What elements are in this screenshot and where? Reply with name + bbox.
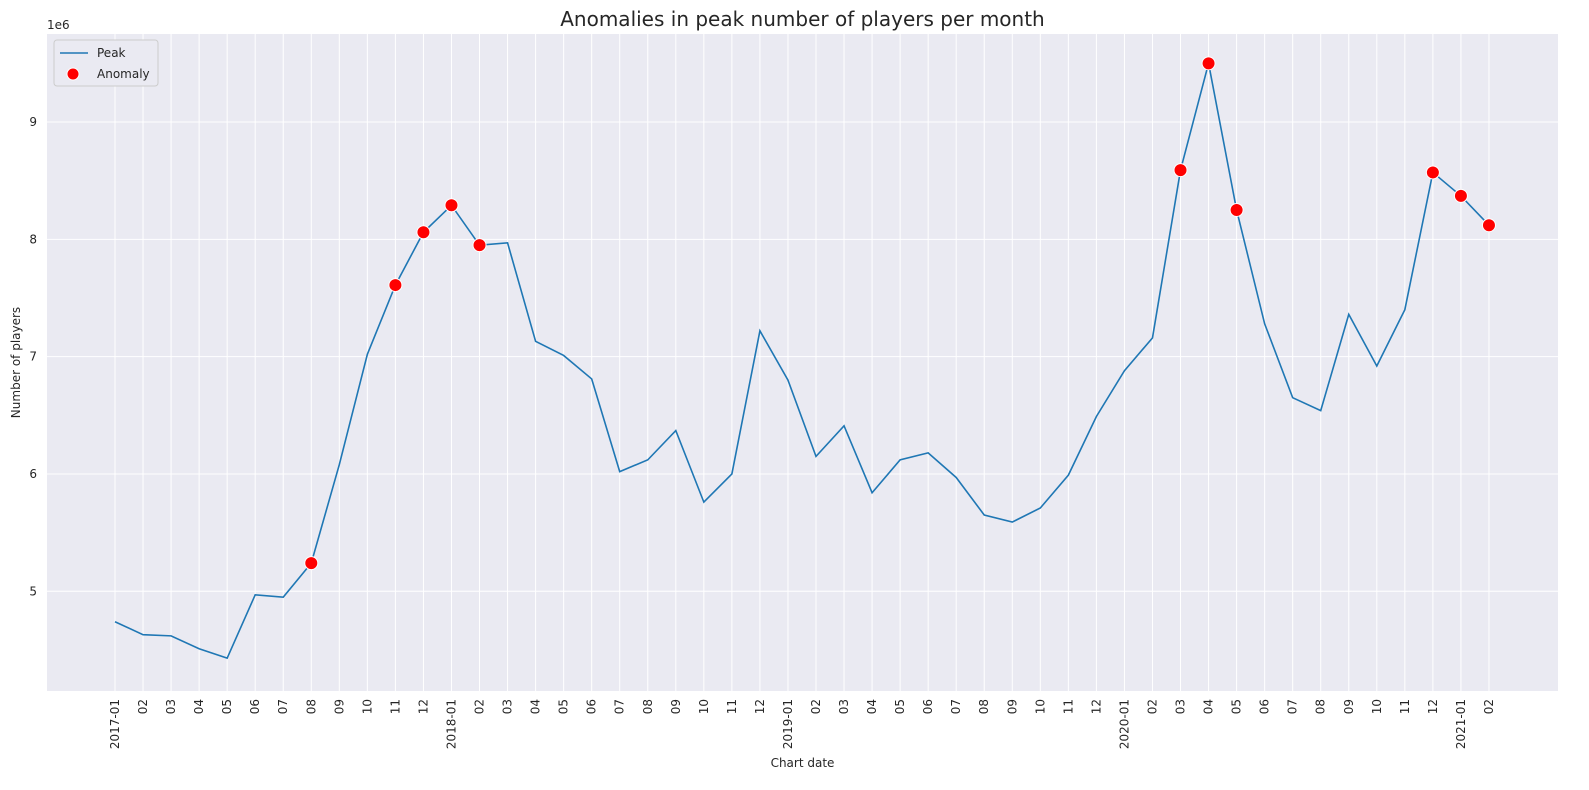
peak-series-line	[114, 63, 1490, 660]
x-tick-label: 05	[893, 699, 907, 714]
x-tick-label: 07	[276, 699, 290, 714]
x-tick-label: 09	[1342, 699, 1356, 714]
x-tick-label: 12	[753, 699, 767, 714]
x-tick-label: 2020-01	[1117, 699, 1131, 749]
x-tick-label: 09	[332, 699, 346, 714]
x-tick-label: 06	[248, 699, 262, 714]
x-tick-label: 10	[1033, 699, 1047, 714]
x-tick-label: 08	[977, 699, 991, 714]
anomaly-layer	[304, 56, 1496, 571]
x-axis-label: Chart date	[771, 756, 835, 770]
x-tick-label: 08	[304, 699, 318, 714]
x-tick-label: 06	[585, 699, 599, 714]
anomaly-point	[1453, 188, 1468, 203]
anomaly-point	[416, 225, 431, 240]
x-tick-label: 04	[529, 699, 543, 714]
anomaly-point	[304, 556, 319, 571]
anomaly-point	[388, 278, 403, 293]
x-tick-label: 12	[416, 699, 430, 714]
x-tick-label: 07	[613, 699, 627, 714]
x-tick-label: 2019-01	[781, 699, 795, 749]
x-tick-label: 03	[164, 699, 178, 714]
anomaly-point	[1229, 202, 1244, 217]
x-tick-label: 02	[809, 699, 823, 714]
x-tick-label: 08	[641, 699, 655, 714]
x-tick-label: 06	[1258, 699, 1272, 714]
x-tick-label: 10	[697, 699, 711, 714]
x-tick-label: 03	[837, 699, 851, 714]
x-tick-label: 11	[388, 699, 402, 714]
x-tick-label: 11	[1061, 699, 1075, 714]
x-tick-label: 03	[1174, 699, 1188, 714]
series-layer	[114, 63, 1490, 660]
x-tick-label: 10	[360, 699, 374, 714]
y-axis-label: Number of players	[9, 307, 23, 418]
x-tick-label: 02	[1482, 699, 1496, 714]
legend-anomaly-swatch	[66, 67, 80, 81]
y-tick-label: 8	[29, 232, 37, 246]
x-tick-label: 02	[1145, 699, 1159, 714]
y-tick-label: 7	[29, 350, 37, 364]
x-tick-label: 04	[865, 699, 879, 714]
y-tick-label: 6	[29, 467, 37, 481]
anomaly-point	[1201, 56, 1216, 71]
legend-anomaly-label: Anomaly	[97, 67, 150, 81]
grid-lines	[47, 34, 1558, 691]
x-tick-label: 2021-01	[1454, 699, 1468, 749]
y-tick-label: 9	[29, 115, 37, 129]
x-tick-label: 05	[557, 699, 571, 714]
anomaly-point	[472, 238, 487, 253]
anomaly-point	[1481, 218, 1496, 233]
x-tick-label: 09	[1005, 699, 1019, 714]
x-axis-ticks: 2017-01 02 03 04 05 06 07 08 09 10 11 12 2018-01 02 03…	[108, 699, 1496, 749]
x-tick-label: 2017-01	[108, 699, 122, 749]
plot-area	[47, 34, 1558, 691]
chart-title: Anomalies in peak number of players per …	[560, 7, 1045, 31]
x-tick-label: 04	[192, 699, 206, 714]
x-tick-label: 05	[220, 699, 234, 714]
x-tick-label: 12	[1426, 699, 1440, 714]
x-tick-label: 07	[949, 699, 963, 714]
x-tick-label: 11	[725, 699, 739, 714]
x-tick-label: 02	[136, 699, 150, 714]
legend: Peak Anomaly	[53, 39, 159, 87]
x-tick-label: 07	[1286, 699, 1300, 714]
x-tick-label: 05	[1230, 699, 1244, 714]
x-tick-label: 12	[1089, 699, 1103, 714]
anomaly-point	[444, 198, 459, 213]
x-tick-label: 11	[1398, 699, 1412, 714]
y-tick-label: 5	[29, 584, 37, 598]
anomaly-point	[1173, 163, 1188, 178]
x-tick-label: 03	[501, 699, 515, 714]
x-tick-label: 2018-01	[444, 699, 458, 749]
x-tick-label: 10	[1370, 699, 1384, 714]
x-tick-label: 04	[1202, 699, 1216, 714]
legend-peak-label: Peak	[97, 46, 126, 60]
x-tick-label: 06	[921, 699, 935, 714]
legend-box	[53, 39, 159, 87]
y-axis-multiplier: 1e6	[47, 18, 70, 32]
x-tick-label: 08	[1314, 699, 1328, 714]
x-tick-label: 09	[669, 699, 683, 714]
anomaly-point	[1425, 165, 1440, 180]
y-axis-ticks: 5 6 7 8 9	[29, 115, 37, 598]
x-tick-label: 02	[473, 699, 487, 714]
